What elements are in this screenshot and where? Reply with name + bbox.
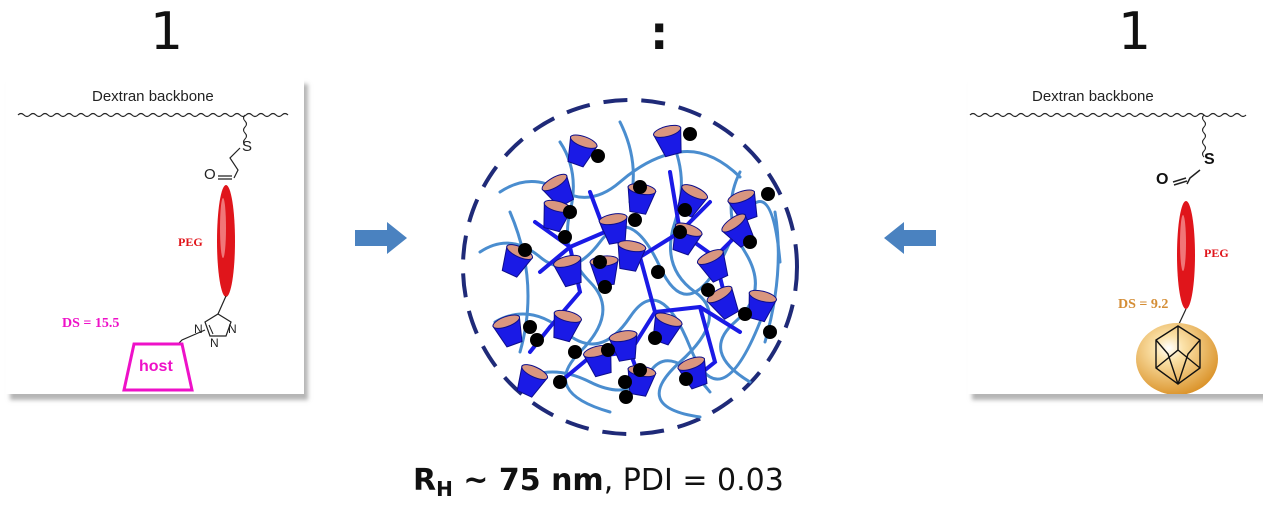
right-arrow-icon — [355, 222, 407, 254]
backbone-label: Dextran backbone — [1032, 88, 1154, 105]
guest-molecules — [518, 127, 777, 404]
host-cup-icon — [492, 314, 523, 348]
guest-molecule-dot — [518, 243, 532, 257]
guest-molecule-dot — [633, 363, 647, 377]
peg-label: PEG — [1204, 246, 1229, 260]
host-polymer-panel: Dextran backbone S O PEG N N N DS = 15.5… — [6, 78, 304, 394]
guest-molecule-dot — [679, 372, 693, 386]
linker-line — [1201, 114, 1207, 158]
guest-molecule-dot — [628, 213, 642, 227]
polymer-chain — [508, 210, 530, 354]
dextran-backbone-line — [17, 112, 289, 118]
guest-molecule-dot — [618, 375, 632, 389]
peg-ellipse — [217, 185, 235, 297]
guest-molecule-dot — [761, 187, 775, 201]
hydrodynamic-radius-value: ~ 75 nm — [452, 463, 604, 498]
guest-molecule-dot — [598, 280, 612, 294]
sulfur-atom: S — [242, 138, 253, 155]
guest-molecule-dot — [530, 333, 544, 347]
host-cup-icon — [696, 249, 729, 283]
oxygen-atom: O — [204, 166, 216, 183]
host-label: host — [139, 358, 173, 375]
guest-molecule-dot — [673, 225, 687, 239]
guest-molecule-dot — [558, 230, 572, 244]
triazole-n2: N — [210, 336, 219, 350]
peg-link — [538, 245, 572, 274]
backbone-label: Dextran backbone — [92, 88, 214, 105]
peg-link — [668, 170, 682, 234]
guest-molecule-dot — [648, 331, 662, 345]
guest-molecule-dot — [601, 343, 615, 357]
host-polymer-structure — [17, 112, 289, 392]
adamantane-cage — [1155, 325, 1201, 385]
guest-molecule-dot — [593, 255, 607, 269]
supramolecular-network — [461, 98, 799, 436]
guest-molecule-dot — [743, 235, 757, 249]
guest-molecule-dot — [683, 127, 697, 141]
result-summary: RH ~ 75 nm, PDI = 0.03 — [413, 463, 784, 501]
degree-of-substitution-left: DS = 15.5 — [62, 316, 120, 331]
guest-molecule-dot — [523, 320, 537, 334]
host-cup-icon — [598, 213, 628, 245]
guest-molecule-dot — [651, 265, 665, 279]
ratio-right-number: 1 — [1118, 2, 1152, 62]
host-cup-icon — [748, 289, 778, 323]
host-cups — [492, 124, 778, 398]
sulfur-atom: S — [1204, 151, 1215, 168]
triazole-n3: N — [228, 322, 237, 336]
polymer-chain — [493, 298, 762, 381]
hydrodynamic-radius-symbol: R — [413, 463, 437, 498]
guest-molecule-dot — [563, 205, 577, 219]
linker-line — [242, 114, 248, 146]
host-cup-icon — [652, 124, 682, 158]
host-cup-icon — [567, 134, 598, 168]
guest-molecule-dot — [633, 180, 647, 194]
host-cup-icon — [553, 309, 583, 343]
ratio-left-number: 1 — [150, 2, 184, 62]
guest-molecule-dot — [763, 325, 777, 339]
polymer-chain — [498, 150, 742, 199]
guest-molecule-dot — [619, 390, 633, 404]
guest-polymer-structure — [969, 112, 1247, 394]
host-cup-icon — [608, 330, 638, 362]
nanoparticle-boundary — [461, 98, 799, 436]
polydispersity-index: , PDI = 0.03 — [603, 463, 784, 498]
host-cup-icon — [706, 285, 740, 320]
triazole-n1: N — [194, 322, 203, 336]
dextran-backbone-line — [969, 112, 1247, 118]
left-arrow-icon — [884, 222, 936, 254]
polymer-chain — [719, 170, 757, 384]
degree-of-substitution-right: DS = 9.2 — [1118, 297, 1169, 312]
hydrodynamic-radius-subscript: H — [436, 477, 453, 501]
guest-molecule-dot — [678, 203, 692, 217]
guest-molecule-dot — [591, 149, 605, 163]
polymer-chain — [763, 210, 780, 344]
oxygen-atom: O — [1156, 171, 1169, 188]
guest-polymer-panel: Dextran backbone S O PEG DS = 9.2 — [968, 78, 1263, 394]
triazole-ring — [204, 313, 232, 337]
guest-molecule-dot — [568, 345, 582, 359]
host-cup-icon — [516, 364, 549, 398]
ratio-separator: : — [650, 6, 669, 60]
peg-label: PEG — [178, 235, 203, 249]
host-cup-icon — [617, 240, 647, 272]
host-cup-icon — [552, 254, 582, 288]
guest-molecule-dot — [701, 283, 715, 297]
host-cup-shape — [122, 342, 194, 392]
peg-ellipse — [1177, 201, 1195, 309]
guest-molecule-dot — [738, 307, 752, 321]
guest-molecule-dot — [553, 375, 567, 389]
host-cup-icon — [727, 189, 758, 223]
